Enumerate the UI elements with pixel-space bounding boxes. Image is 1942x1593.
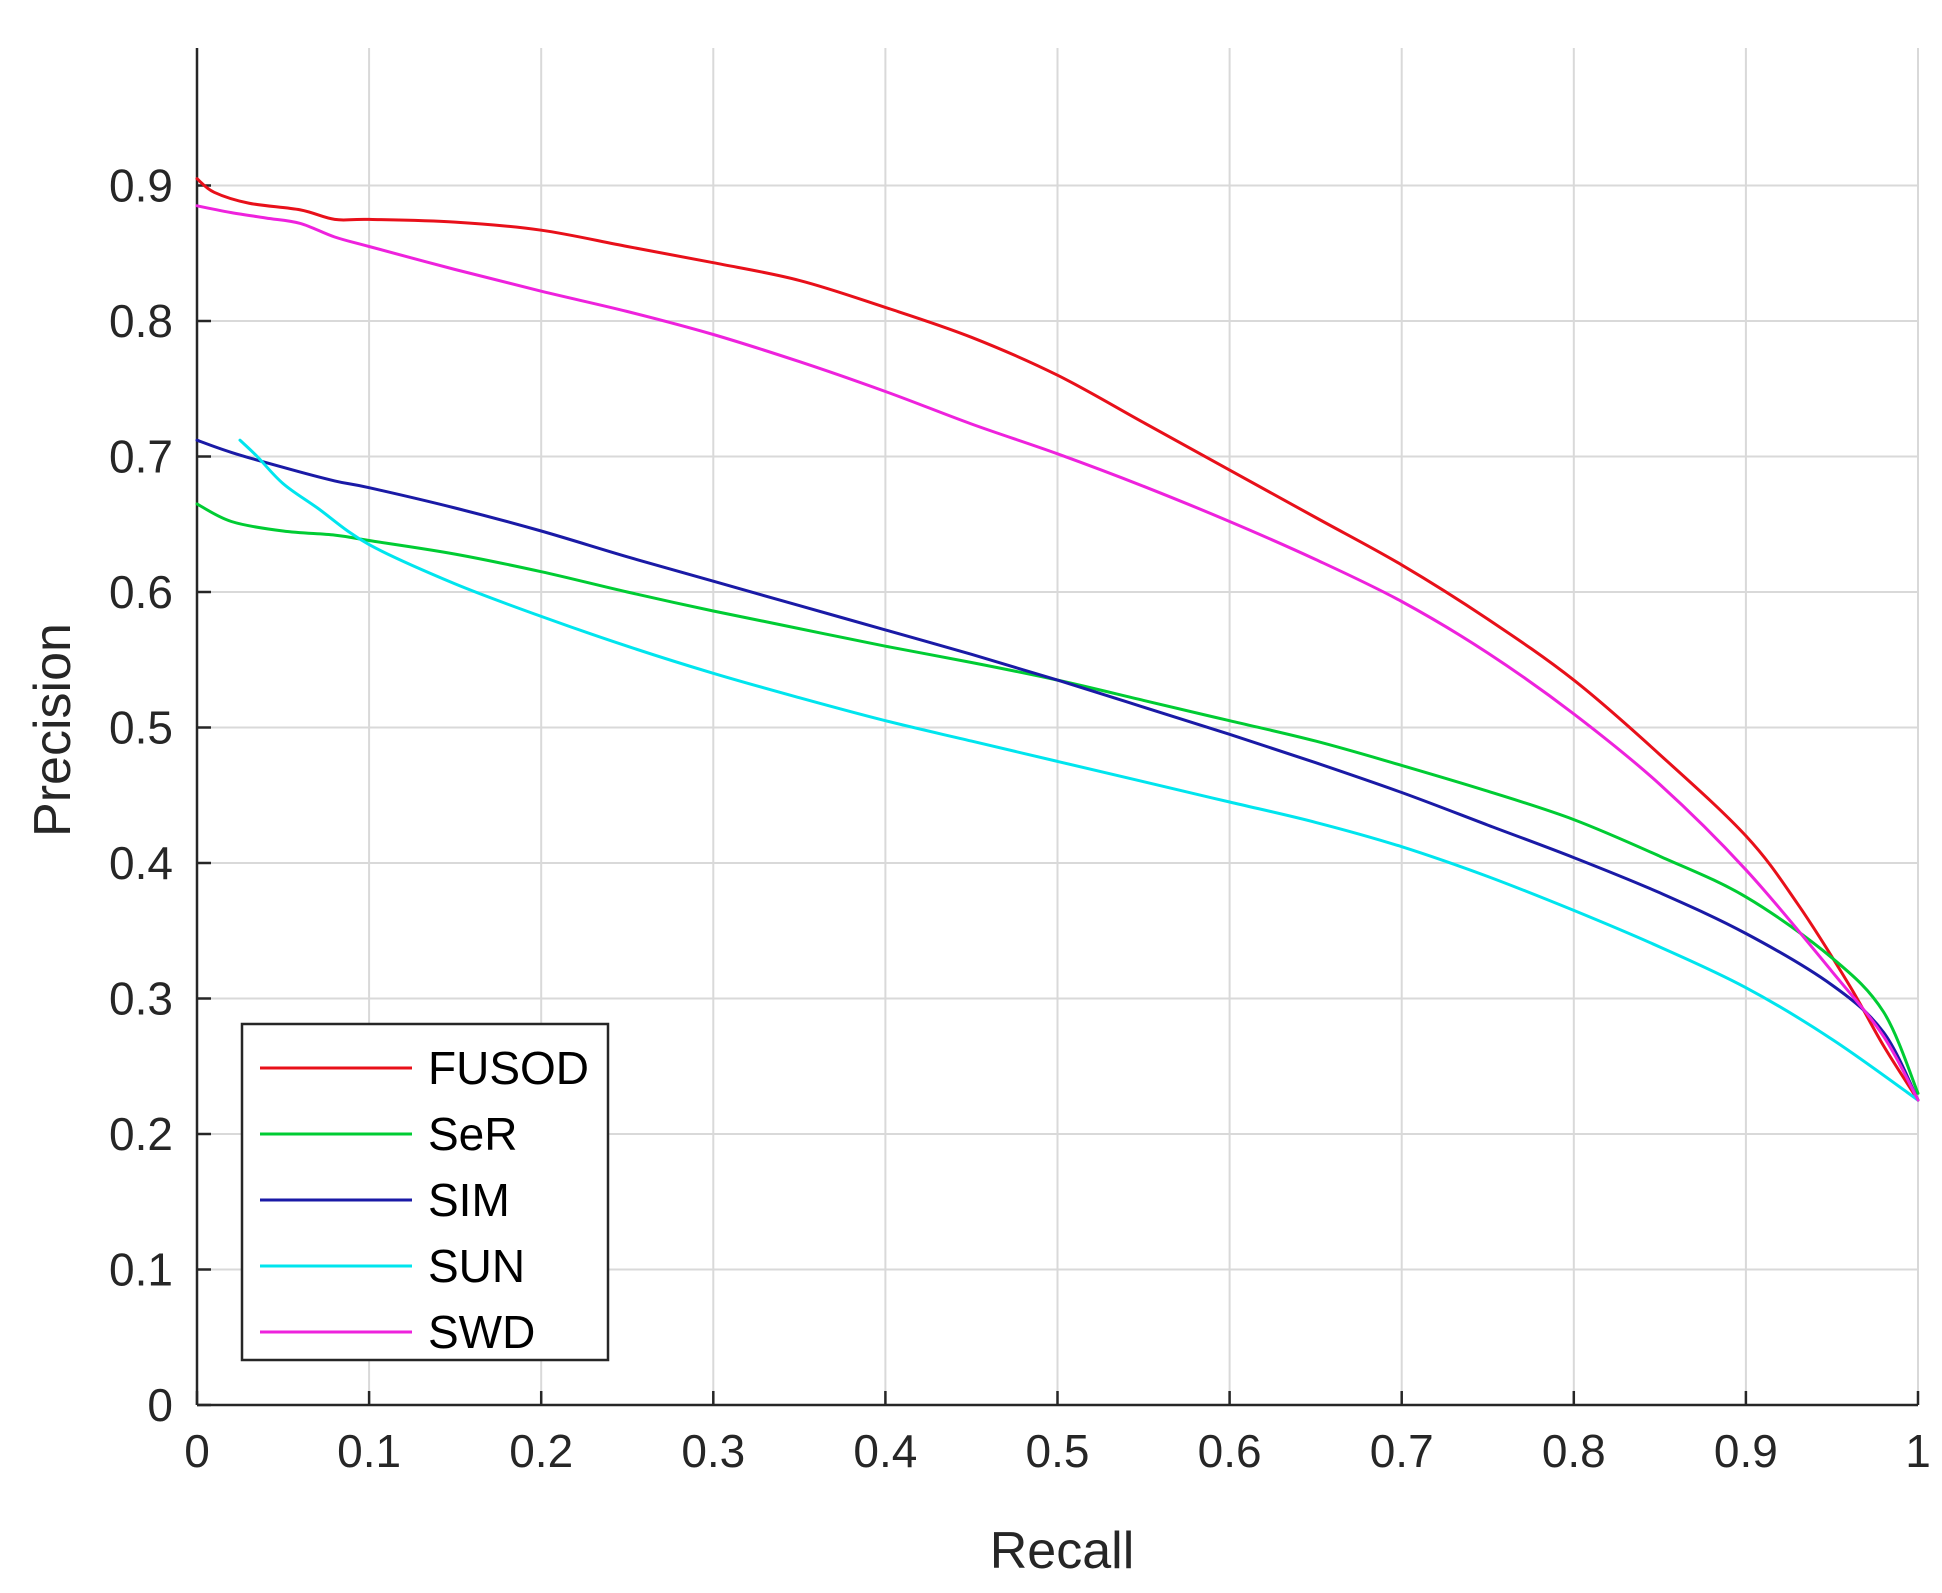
series-layer [195,177,1920,1102]
x-tick-label: 0.8 [1542,1425,1606,1477]
legend-label-fusod: FUSOD [428,1042,589,1094]
x-tick-label: 0.9 [1714,1425,1778,1477]
y-tick-label: 0.5 [109,702,173,754]
y-tick-label: 0.4 [109,837,173,889]
y-tick-label: 0.2 [109,1108,173,1160]
x-tick-label: 0.2 [509,1425,573,1477]
x-axis-label: Recall [990,1522,1135,1580]
x-tick-label: 0.7 [1370,1425,1434,1477]
y-tick-label: 0 [147,1379,173,1431]
y-tick-label: 0.1 [109,1244,173,1296]
series-line-swd [195,204,1920,1102]
legend-label-ser: SeR [428,1108,517,1160]
y-tick-label: 0.6 [109,566,173,618]
x-tick-label: 0.4 [853,1425,917,1477]
legend-label-sun: SUN [428,1240,525,1292]
x-tick-label: 0.6 [1198,1425,1262,1477]
tick-labels: 0 0.1 0.2 0.3 0.4 0.5 0.6 0.7 0.8 0.9 1 0 0.1 0.2 0.3 0… [109,160,1931,1478]
x-tick-label: 0.3 [681,1425,745,1477]
y-tick-label: 0.8 [109,295,173,347]
legend: FUSOD SeR SIM SUN SWD [240,1022,610,1362]
x-tick-label: 0.1 [337,1425,401,1477]
legend-label-swd: SWD [428,1306,535,1358]
series-line-sim [195,438,1920,1102]
legend-box [240,1022,610,1362]
y-tick-label: 0.9 [109,160,173,212]
y-tick-label: 0.3 [109,973,173,1025]
x-tick-label: 0 [184,1425,210,1477]
legend-items: FUSOD SeR SIM SUN SWD [260,1042,589,1358]
series-line-sun [238,438,1920,1102]
axes-layer [195,48,1920,1407]
series-line-fusod [195,177,1920,1102]
y-axis-label: Precision [24,623,82,837]
legend-label-sim: SIM [428,1174,510,1226]
y-tick-label: 0.7 [109,431,173,483]
x-tick-label: 1 [1905,1425,1931,1477]
x-tick-label: 0.5 [1026,1425,1090,1477]
